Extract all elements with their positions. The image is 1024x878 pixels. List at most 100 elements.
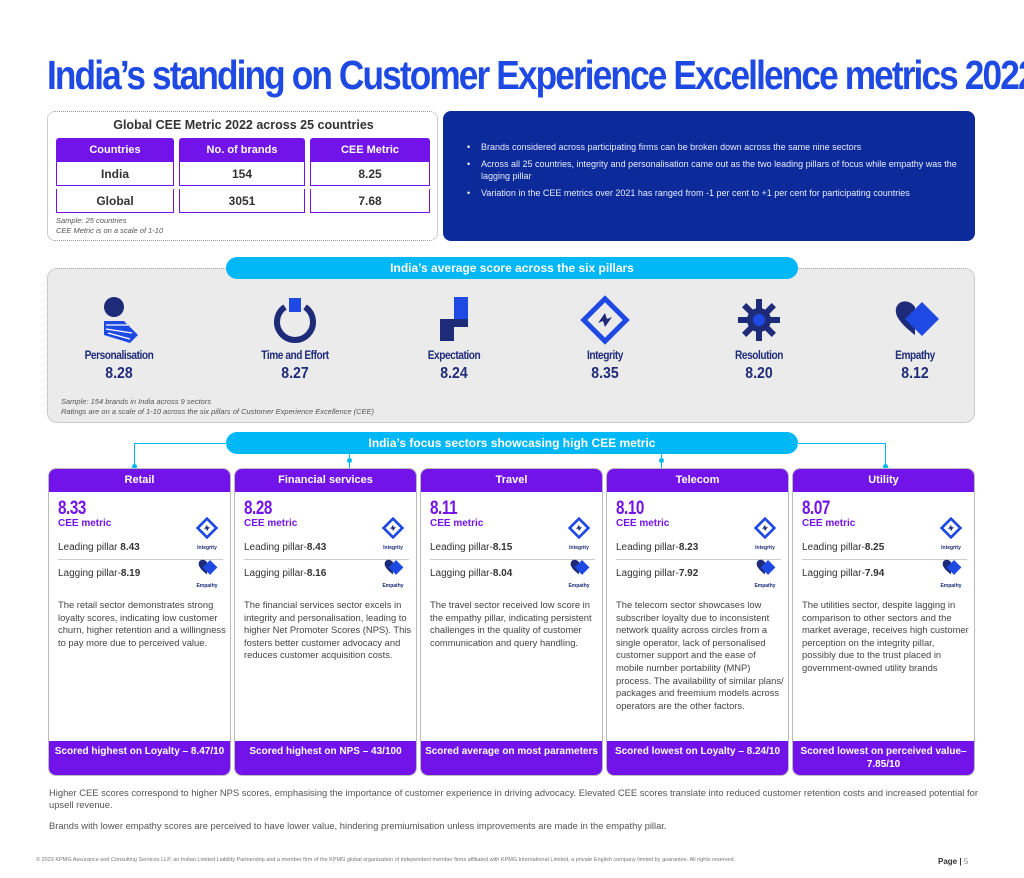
divider [430,559,595,560]
integrity-icon [580,295,630,345]
connector-dot [347,458,352,463]
empathy-mini-label: Empathy [382,583,404,589]
lagging-pillar-value: 7.94 [864,568,885,579]
table-cell: 154 [179,162,305,186]
pillars-note-sample: Sample: 154 brands in India across 9 sec… [61,397,212,406]
divider [244,559,409,560]
table-header-brands: No. of brands [179,138,305,162]
sector-card-utility: Utility 8.07 CEE metric Integrity Leadin… [792,468,975,776]
lagging-pillar: Lagging pillar-8.19 [58,568,140,579]
divider [616,559,781,560]
empathy-icon: Empathy [752,557,778,589]
connector-line [798,443,885,444]
leading-pillar: Leading pillar-8.25 [802,542,932,557]
sector-score: 8.33 [58,498,86,519]
empathy-icon: Empathy [938,557,964,589]
pillar-value: 8.28 [105,365,133,382]
pillars-note-scale: Ratings are on a scale of 1-10 across th… [61,407,375,416]
integrity-mini-label: Integrity [197,545,217,551]
leading-pillar-label: Leading pillar- [802,542,865,553]
lagging-pillar-value: 8.04 [492,568,513,579]
sector-description: The travel sector received low score in … [430,599,592,648]
connector-dot [659,458,664,463]
summary-paragraph-1: Higher CEE scores correspond to higher N… [49,787,978,810]
integrity-mini-label: Integrity [383,545,403,551]
global-table-title: Global CEE Metric 2022 across 25 countri… [113,118,374,132]
integrity-icon: Integrity [752,516,778,551]
cee-metric-label: CEE metric [58,518,112,529]
leading-pillar-value: 8.43 [306,542,327,553]
pillar-integrity: Integrity 8.35 [545,295,665,383]
cee-metric-label: CEE metric [802,518,856,529]
sector-score: 8.11 [430,498,458,519]
divider [58,559,223,560]
table-cell: India [56,162,174,186]
lagging-pillar-label: Lagging pillar- [58,568,121,579]
pillar-value: 8.12 [901,365,929,382]
integrity-icon: Integrity [566,516,592,551]
pillar-name: Time and Effort [261,350,329,362]
lagging-pillar-label: Lagging pillar- [244,568,307,579]
empathy-icon: Empathy [380,557,406,589]
sector-card-financial-services: Financial services 8.28 CEE metric Integ… [234,468,417,776]
table-note-scale: CEE Metric is on a scale of 1-10 [56,226,164,235]
resolution-icon [734,295,784,345]
empathy-mini-label: Empathy [754,583,776,589]
sector-score: 8.07 [802,498,830,519]
sector-score: 8.28 [244,498,272,519]
footer-legal-text: © 2023 KPMG Assurance and Consulting Ser… [36,857,736,863]
leading-pillar: Leading pillar-8.23 [616,542,746,557]
leading-pillar-value: 8.25 [864,542,885,553]
lagging-pillar: Lagging pillar-8.04 [430,568,512,579]
page-label: Page [938,857,958,866]
pillar-value: 8.35 [591,365,619,382]
bullet-item: Variation in the CEE metrics over 2021 h… [467,187,957,199]
leading-pillar-value: 8.23 [678,542,699,553]
leading-pillar-label: Leading pillar [58,542,121,553]
leading-pillar-value: 8.15 [492,542,513,553]
pillar-name: Empathy [895,350,935,362]
connector-line [134,443,226,444]
pillar-value: 8.24 [440,365,468,382]
lagging-pillar: Lagging pillar-8.16 [244,568,326,579]
sector-score: 8.10 [616,498,644,519]
sector-footer: Scored lowest on perceived value– 7.85/1… [793,741,974,775]
pillar-value: 8.27 [281,365,309,382]
page-number: Page | 5 [938,857,969,866]
sector-description: The utilities sector, despite lagging in… [802,599,969,673]
time-effort-icon [270,295,320,345]
connector-line [885,443,886,468]
leading-pillar-label: Leading pillar- [430,542,493,553]
lagging-pillar-label: Lagging pillar- [430,568,493,579]
leading-pillar: Leading pillar-8.15 [430,542,560,557]
table-cell: Global [56,189,174,213]
lagging-pillar: Lagging pillar-7.94 [802,568,884,579]
pillar-expectation: Expectation 8.24 [394,295,514,383]
pillar-value: 8.20 [745,365,773,382]
leading-pillar-label: Leading pillar- [616,542,679,553]
pillar-personalisation: Personalisation 8.28 [59,295,179,383]
cee-metric-label: CEE metric [430,518,484,529]
leading-pillar-value: 8.43 [120,542,140,553]
table-header-cee: CEE Metric [310,138,430,162]
connector-dot [883,464,888,469]
empathy-icon: Empathy [194,557,220,589]
leading-pillar: Leading pillar-8.43 [244,542,374,557]
sector-title: Financial services [235,469,416,492]
bullet-item: Across all 25 countries, integrity and p… [467,158,957,182]
lagging-pillar: Lagging pillar-7.92 [616,568,698,579]
lagging-pillar-label: Lagging pillar- [802,568,865,579]
sector-footer: Scored highest on NPS – 43/100 [235,741,416,775]
key-insights-box: Brands considered across participating f… [443,111,975,241]
sector-title: Travel [421,469,602,492]
integrity-mini-label: Integrity [569,545,589,551]
sector-title: Retail [49,469,230,492]
integrity-mini-label: Integrity [755,545,775,551]
lagging-pillar-value: 8.19 [120,568,141,579]
sectors-section-header: India’s focus sectors showcasing high CE… [226,432,798,454]
lagging-pillar-value: 7.92 [678,568,699,579]
lagging-pillar-label: Lagging pillar- [616,568,679,579]
table-header-countries: Countries [56,138,174,162]
empathy-mini-label: Empathy [940,583,962,589]
bullet-item: Brands considered across participating f… [467,141,957,153]
